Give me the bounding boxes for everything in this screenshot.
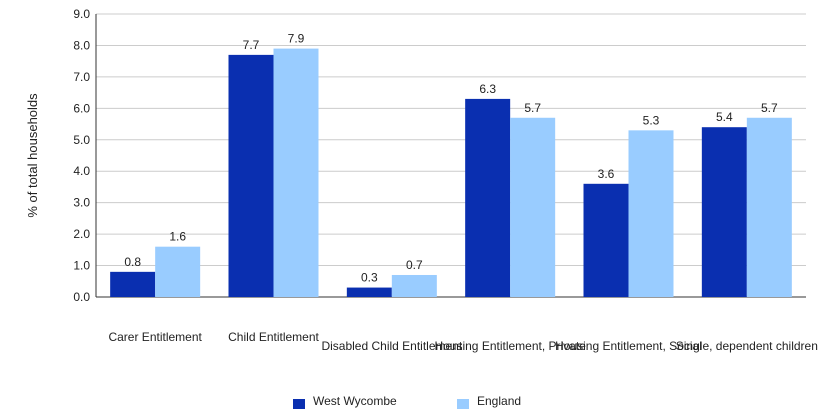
data-label: 0.8 bbox=[124, 255, 141, 269]
bar bbox=[228, 54, 274, 297]
category-labels: Carer Entitlement Child EntitlementDisabl… bbox=[108, 330, 817, 353]
data-labels: 0.8 1.6 7.7 7.9 0.3 0.7 6.3 5.7 3.6 5.3 5.4 5.7 bbox=[124, 32, 778, 285]
data-label: 5.3 bbox=[643, 113, 660, 127]
y-axis-title: % of total households bbox=[25, 93, 40, 218]
legend-label: West Wycombe bbox=[313, 394, 397, 408]
bar bbox=[583, 183, 629, 297]
data-label: 5.7 bbox=[524, 101, 541, 115]
data-label: 7.9 bbox=[288, 32, 305, 46]
y-tick-label: 9.0 bbox=[73, 7, 90, 21]
y-tick-label: 0.0 bbox=[73, 290, 90, 304]
bar bbox=[273, 48, 319, 297]
y-tick-label: 8.0 bbox=[73, 38, 90, 52]
bar bbox=[346, 287, 392, 297]
bars bbox=[110, 48, 792, 298]
bar bbox=[155, 246, 201, 297]
y-tick-label: 3.0 bbox=[73, 196, 90, 210]
data-label: 0.7 bbox=[406, 258, 423, 272]
bar bbox=[746, 117, 792, 298]
bar bbox=[628, 130, 674, 297]
data-label: 6.3 bbox=[479, 82, 496, 96]
bar bbox=[465, 98, 511, 298]
bar bbox=[391, 274, 437, 297]
y-tick-label: 2.0 bbox=[73, 227, 90, 241]
legend-label: England bbox=[477, 394, 521, 408]
data-label: 5.7 bbox=[761, 101, 778, 115]
y-tick-label: 5.0 bbox=[73, 133, 90, 147]
category-label: Carer Entitlement bbox=[108, 330, 202, 344]
legend: West Wycombe England bbox=[293, 394, 521, 409]
category-label: Housing Entitlement, Private bbox=[434, 339, 586, 353]
data-label: 3.6 bbox=[598, 167, 615, 181]
data-label: 1.6 bbox=[169, 230, 186, 244]
legend-swatch bbox=[457, 399, 469, 409]
category-label: Housing Entitlement, Social bbox=[555, 339, 702, 353]
legend-swatch bbox=[293, 399, 305, 409]
data-label: 7.7 bbox=[243, 38, 260, 52]
y-tick-label: 1.0 bbox=[73, 259, 90, 273]
category-label: Single, dependent children bbox=[676, 339, 818, 353]
category-label: Disabled Child Entitlement bbox=[321, 339, 462, 353]
data-label: 5.4 bbox=[716, 110, 733, 124]
y-tick-label: 6.0 bbox=[73, 101, 90, 115]
y-tick-label: 7.0 bbox=[73, 70, 90, 84]
bar bbox=[110, 271, 156, 297]
gridlines bbox=[96, 13, 806, 267]
axes: 0.0 1.0 2.0 3.0 4.0 5.0 6.0 7.0 8.0 9.0 bbox=[73, 7, 806, 304]
bar bbox=[701, 127, 747, 297]
data-label: 0.3 bbox=[361, 271, 378, 285]
bar bbox=[510, 117, 556, 298]
category-label: Child Entitlement bbox=[228, 330, 319, 344]
y-tick-label: 4.0 bbox=[73, 164, 90, 178]
